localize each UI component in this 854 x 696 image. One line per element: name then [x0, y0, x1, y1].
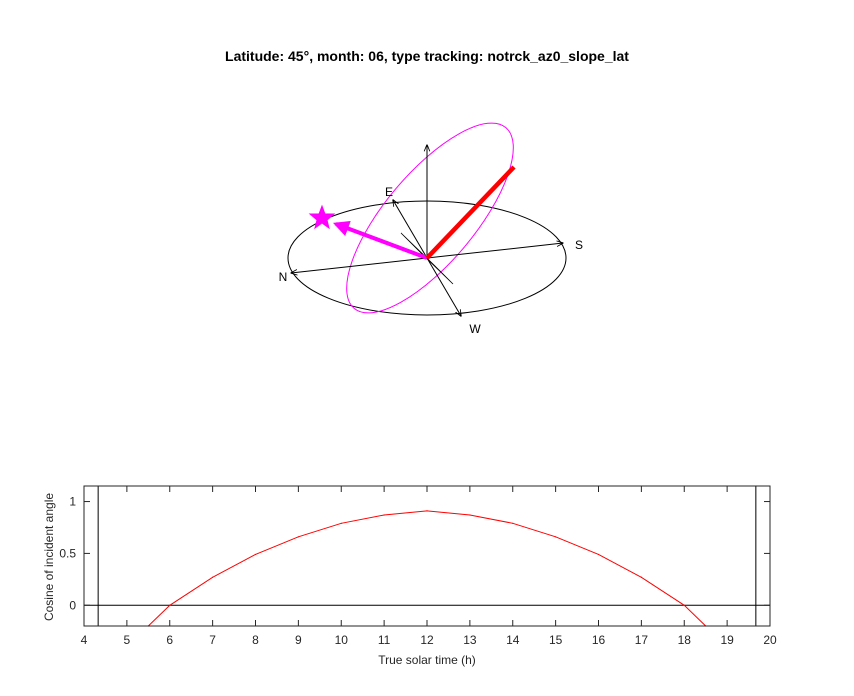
x-tick-label: 10 — [335, 633, 349, 647]
x-tick-label: 13 — [463, 633, 477, 647]
series-point — [555, 536, 557, 538]
y-axis-label: Cosine of incident angle — [42, 493, 56, 621]
series-point — [512, 522, 514, 524]
x-tick-label: 14 — [506, 633, 520, 647]
x-tick-label: 19 — [720, 633, 734, 647]
x-tick-label: 12 — [420, 633, 434, 647]
sun-geometry-scene: E S N W — [279, 122, 583, 336]
series-point — [383, 514, 385, 516]
x-tick-label: 18 — [678, 633, 692, 647]
direction-label-e: E — [385, 185, 393, 199]
y-tick-label: 1 — [69, 495, 76, 509]
direction-label-w: W — [469, 322, 481, 336]
series-point — [340, 522, 342, 524]
south-axis — [426, 243, 563, 259]
plot-frame — [83, 485, 771, 627]
x-tick-label: 4 — [81, 633, 88, 647]
x-tick-label: 17 — [635, 633, 649, 647]
x-tick-label: 6 — [166, 633, 173, 647]
series-point — [683, 604, 685, 606]
series-point — [297, 536, 299, 538]
x-tick-label: 11 — [378, 633, 391, 647]
figure-title: Latitude: 45°, month: 06, type tracking:… — [225, 48, 629, 64]
x-axis-label: True solar time (h) — [378, 653, 476, 667]
series-point — [254, 553, 257, 556]
series-point — [212, 576, 214, 578]
west-axis — [426, 257, 461, 316]
y-tick-label: 0.5 — [59, 546, 76, 560]
sun-star-marker — [308, 204, 336, 230]
x-tick-label: 7 — [209, 633, 216, 647]
solar-panel — [400, 232, 454, 285]
x-tick-label: 5 — [124, 633, 131, 647]
series-point — [469, 514, 471, 516]
incidence-chart: 4 5 6 7 8 9 10 11 12 13 14 15 16 17 18 19 20 0 0.5 1 True … — [42, 485, 777, 667]
y-tick-label: 0 — [69, 598, 76, 612]
direction-label-s: S — [575, 238, 583, 252]
x-tick-label: 15 — [549, 633, 563, 647]
north-axis — [291, 257, 428, 273]
series-point — [169, 604, 171, 606]
series-point — [640, 576, 642, 578]
x-tick-label: 20 — [763, 633, 777, 647]
sun-vector-arrow — [333, 220, 428, 260]
plot-area — [84, 486, 770, 626]
x-tick-label: 8 — [252, 633, 259, 647]
sun-path-ellipse — [346, 122, 514, 314]
series-point — [597, 553, 600, 556]
panel-normal-line — [425, 165, 516, 260]
x-tick-label: 9 — [295, 633, 302, 647]
east-axis — [393, 200, 428, 259]
direction-label-n: N — [279, 270, 288, 284]
series-point — [426, 510, 428, 512]
x-tick-label: 16 — [592, 633, 606, 647]
